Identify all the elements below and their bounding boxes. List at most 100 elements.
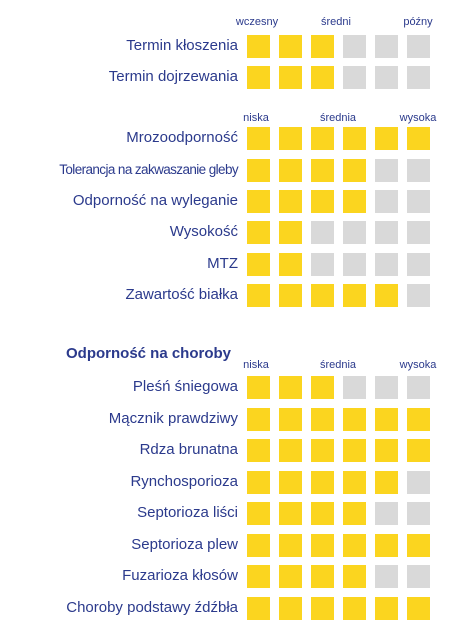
trait-label: Rdza brunatna xyxy=(139,441,238,458)
trait-label: Zawartość białka xyxy=(125,286,238,303)
scale-label: średni xyxy=(321,16,351,28)
rating-cell-empty xyxy=(407,471,430,494)
rating-cell-empty xyxy=(375,502,398,525)
trait-label: Septorioza liści xyxy=(137,504,238,521)
rating-cell-filled xyxy=(247,408,270,431)
rating-cell-filled xyxy=(279,565,302,588)
rating-cell-filled xyxy=(311,471,334,494)
rating-cell-empty xyxy=(407,565,430,588)
rating-cell-filled xyxy=(279,408,302,431)
rating-cell-filled xyxy=(375,284,398,307)
rating-cell-empty xyxy=(343,221,366,244)
rating-cell-empty xyxy=(375,159,398,182)
rating-cell-filled xyxy=(279,190,302,213)
rating-cell-filled xyxy=(247,471,270,494)
scale-label: średnia xyxy=(319,359,357,371)
trait-label: Rynchosporioza xyxy=(130,473,238,490)
rating-cell-filled xyxy=(279,127,302,150)
section-title: Odporność na choroby xyxy=(66,345,232,362)
scale-label: wysoka xyxy=(399,112,437,124)
rating-cell-filled xyxy=(343,502,366,525)
scale-label: późny xyxy=(403,16,433,28)
rating-cell-filled xyxy=(247,253,270,276)
rating-cell-filled xyxy=(279,597,302,620)
rating-cell-filled xyxy=(311,190,334,213)
rating-cell-filled xyxy=(247,502,270,525)
rating-cell-filled xyxy=(343,597,366,620)
rating-cell-empty xyxy=(375,376,398,399)
rating-cell-filled xyxy=(279,471,302,494)
rating-cell-filled xyxy=(279,376,302,399)
rating-cell-filled xyxy=(311,502,334,525)
trait-label: Mącznik prawdziwy xyxy=(108,410,238,427)
scale-label: wysoka xyxy=(399,359,437,371)
rating-cell-empty xyxy=(343,66,366,89)
trait-label: Wysokość xyxy=(169,223,238,240)
rating-cell-filled xyxy=(375,471,398,494)
rating-cell-filled xyxy=(311,376,334,399)
rating-cell-empty xyxy=(311,253,334,276)
rating-cell-empty xyxy=(407,66,430,89)
rating-cell-filled xyxy=(247,66,270,89)
scale-label: wczesny xyxy=(235,16,279,28)
rating-cell-empty xyxy=(407,35,430,58)
rating-cell-empty xyxy=(375,66,398,89)
rating-cell-filled xyxy=(311,597,334,620)
rating-cell-empty xyxy=(375,190,398,213)
rating-cell-empty xyxy=(375,35,398,58)
rating-cell-filled xyxy=(407,439,430,462)
rating-cell-filled xyxy=(247,35,270,58)
rating-cell-filled xyxy=(407,408,430,431)
rating-cell-filled xyxy=(407,127,430,150)
rating-cell-filled xyxy=(279,439,302,462)
trait-label: Fuzarioza kłosów xyxy=(122,567,238,584)
rating-cell-filled xyxy=(247,284,270,307)
trait-label: Odporność na wyleganie xyxy=(72,192,238,209)
rating-cell-filled xyxy=(343,190,366,213)
rating-cell-filled xyxy=(279,159,302,182)
rating-cell-empty xyxy=(407,502,430,525)
rating-cell-empty xyxy=(407,190,430,213)
rating-cell-filled xyxy=(375,439,398,462)
trait-label: Termin kłoszenia xyxy=(126,37,238,54)
rating-cell-filled xyxy=(311,408,334,431)
rating-cell-filled xyxy=(247,159,270,182)
scale-label: średnia xyxy=(319,112,357,124)
trait-label: Septorioza plew xyxy=(131,536,238,553)
rating-cell-filled xyxy=(407,597,430,620)
rating-cell-filled xyxy=(247,565,270,588)
rating-cell-empty xyxy=(407,284,430,307)
scale-label: niska xyxy=(243,359,269,371)
rating-cell-filled xyxy=(343,408,366,431)
rating-cell-filled xyxy=(247,190,270,213)
rating-cell-filled xyxy=(343,565,366,588)
rating-cell-filled xyxy=(279,253,302,276)
trait-label: Choroby podstawy źdźbła xyxy=(66,599,238,616)
trait-label: Mrozoodporność xyxy=(126,129,238,146)
rating-cell-filled xyxy=(279,534,302,557)
rating-cell-filled xyxy=(279,284,302,307)
trait-label: Termin dojrzewania xyxy=(108,68,238,85)
rating-cell-empty xyxy=(311,221,334,244)
rating-cell-filled xyxy=(311,66,334,89)
trait-label: MTZ xyxy=(207,255,238,272)
rating-cell-filled xyxy=(343,159,366,182)
rating-cell-filled xyxy=(311,159,334,182)
rating-cell-filled xyxy=(311,284,334,307)
rating-cell-empty xyxy=(407,253,430,276)
rating-cell-filled xyxy=(375,534,398,557)
rating-cell-filled xyxy=(311,565,334,588)
rating-cell-filled xyxy=(279,221,302,244)
rating-cell-filled xyxy=(247,376,270,399)
rating-cell-empty xyxy=(343,253,366,276)
rating-cell-filled xyxy=(247,439,270,462)
rating-cell-filled xyxy=(343,127,366,150)
rating-cell-empty xyxy=(343,35,366,58)
rating-cell-empty xyxy=(375,253,398,276)
rating-cell-filled xyxy=(247,221,270,244)
rating-cell-empty xyxy=(375,221,398,244)
rating-cell-filled xyxy=(343,471,366,494)
rating-cell-filled xyxy=(311,35,334,58)
rating-cell-filled xyxy=(375,408,398,431)
rating-cell-filled xyxy=(343,439,366,462)
